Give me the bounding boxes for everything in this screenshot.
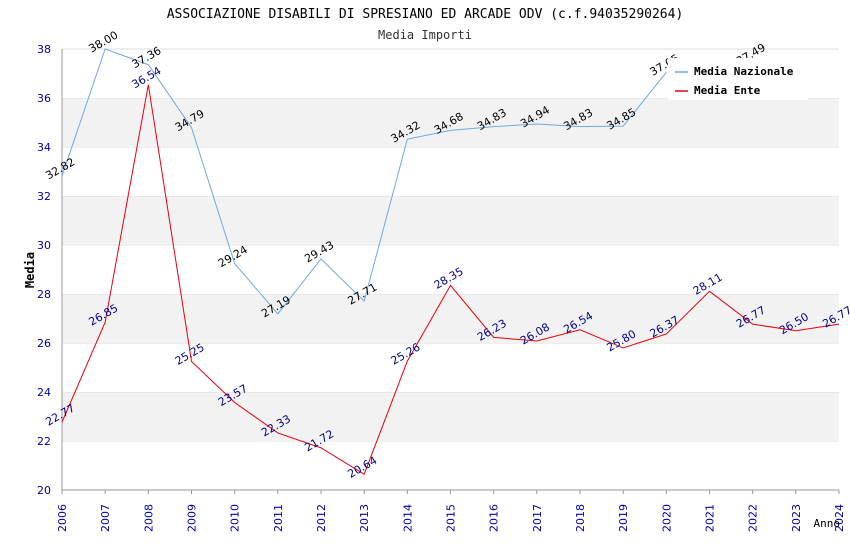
y-tick-label: 28 — [37, 288, 51, 301]
y-tick-labels: 20 22 24 26 28 30 32 34 36 38 — [37, 43, 51, 497]
x-tick-label: 2017 — [531, 504, 544, 532]
x-tick-label: 2018 — [574, 504, 587, 532]
grid-band — [62, 392, 839, 441]
x-tick-label: 2022 — [747, 504, 760, 532]
grid-band — [62, 441, 839, 490]
y-tick-label: 22 — [37, 435, 51, 448]
grid-band — [62, 294, 839, 343]
y-tick-label: 36 — [37, 92, 51, 105]
grid-band — [62, 343, 839, 392]
y-tick-label: 32 — [37, 190, 51, 203]
x-tick-label: 2016 — [488, 504, 501, 532]
y-tick-label: 20 — [37, 484, 51, 497]
y-tick-label: 30 — [37, 239, 51, 252]
legend: Media Nazionale Media Ente — [668, 58, 808, 100]
y-tick-label: 34 — [37, 141, 51, 154]
series-line-media-ente — [61, 84, 840, 476]
y-axis-label: Media — [23, 252, 37, 288]
x-tick-label: 2008 — [142, 504, 155, 532]
series-line-media-nazionale — [61, 48, 667, 315]
grid-bands — [62, 48, 839, 490]
x-tick-label: 2024 — [833, 504, 846, 532]
chart-subtitle: Media Importi — [378, 28, 472, 42]
y-tick-label: 26 — [37, 337, 51, 350]
x-tick-label: 2012 — [315, 504, 328, 532]
legend-box — [668, 58, 808, 100]
x-tick-label: 2014 — [401, 504, 414, 532]
x-tick-label: 2019 — [617, 504, 630, 532]
x-tick-label: 2023 — [790, 504, 803, 532]
chart-title: ASSOCIAZIONE DISABILI DI SPRESIANO ED AR… — [167, 7, 684, 22]
grid-band — [62, 196, 839, 245]
x-axis-label: Anno — [814, 517, 841, 530]
x-tick-labels: 2006 2007 2008 2009 2010 2011 2012 2013 2014 2015… — [56, 490, 846, 532]
x-tick-label: 2010 — [229, 504, 242, 532]
x-tick-label: 2007 — [99, 504, 112, 532]
x-tick-label: 2021 — [704, 504, 717, 532]
y-tick-label: 24 — [37, 386, 51, 399]
y-tick-label: 38 — [37, 43, 51, 56]
x-tick-label: 2013 — [358, 504, 371, 532]
x-tick-label: 2006 — [56, 504, 69, 532]
grid-band — [62, 98, 839, 147]
legend-label-media-ente: Media Ente — [694, 84, 761, 97]
x-tick-label: 2015 — [445, 504, 458, 532]
grid-band — [62, 147, 839, 196]
x-tick-label: 2011 — [272, 504, 285, 532]
legend-label-media-nazionale: Media Nazionale — [694, 65, 794, 78]
x-tick-label: 2009 — [186, 504, 199, 532]
series-lines — [61, 48, 840, 476]
x-tick-label: 2020 — [660, 504, 673, 532]
